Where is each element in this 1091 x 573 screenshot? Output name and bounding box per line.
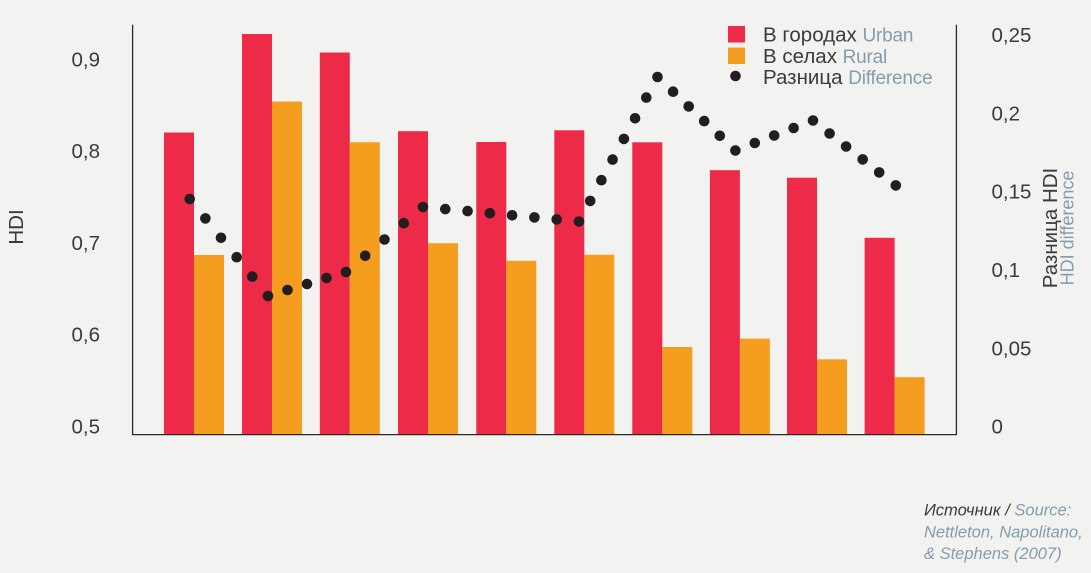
svg-text:Nettleton, Napolitano,: Nettleton, Napolitano, <box>924 523 1083 541</box>
svg-text:& Stephens (2007): & Stephens (2007) <box>924 545 1062 563</box>
svg-text:0,05: 0,05 <box>992 338 1032 361</box>
svg-text:0,2: 0,2 <box>992 102 1021 125</box>
svg-text:Источник / Source:: Источник / Source: <box>924 502 1071 520</box>
svg-text:0,1: 0,1 <box>992 259 1021 282</box>
svg-text:В городах Urban: В городах Urban <box>763 23 913 46</box>
svg-text:HDI: HDI <box>5 209 28 244</box>
svg-text:В селах Rural: В селах Rural <box>763 45 887 68</box>
svg-text:0,6: 0,6 <box>72 324 101 347</box>
svg-text:HDI difference: HDI difference <box>1058 171 1078 286</box>
svg-text:Разница HDI: Разница HDI <box>1039 168 1062 288</box>
svg-text:0,7: 0,7 <box>72 232 101 255</box>
svg-text:0,9: 0,9 <box>72 49 101 72</box>
svg-text:0,15: 0,15 <box>992 181 1032 204</box>
svg-text:0: 0 <box>992 415 1003 438</box>
svg-text:0,5: 0,5 <box>72 415 101 438</box>
svg-text:Разница Difference: Разница Difference <box>763 66 932 89</box>
svg-text:0,25: 0,25 <box>992 24 1032 47</box>
svg-text:0,8: 0,8 <box>72 140 101 163</box>
